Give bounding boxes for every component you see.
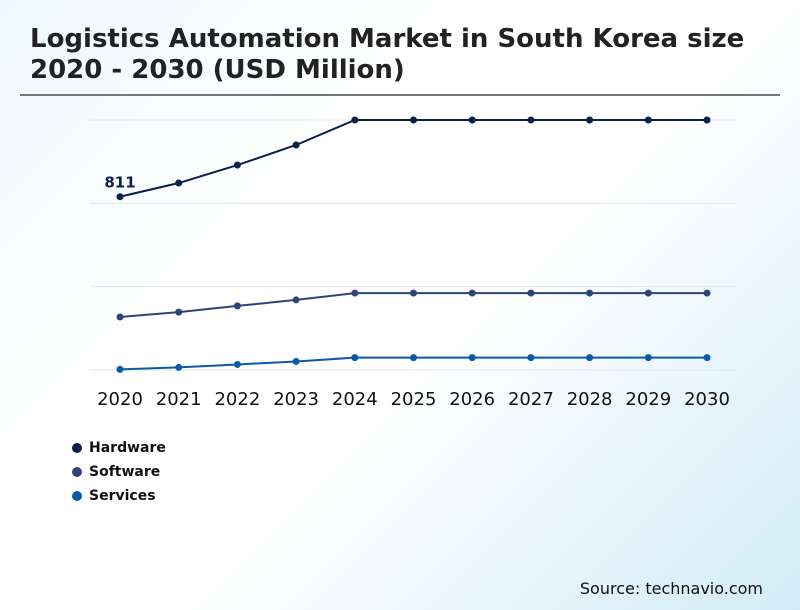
data-point: [351, 354, 359, 362]
legend-marker-icon: [72, 491, 82, 501]
data-point: [527, 116, 535, 124]
x-tick-label: 2030: [684, 389, 730, 410]
legend-marker-icon: [72, 467, 82, 477]
legend-label: Software: [89, 464, 161, 480]
data-point: [233, 302, 241, 310]
legend-marker-icon: [72, 443, 82, 453]
legend: Hardware Software Services: [72, 436, 166, 508]
data-point: [586, 289, 594, 297]
data-point: [468, 116, 476, 124]
data-point: [116, 313, 124, 321]
data-point: [468, 354, 476, 362]
x-tick-label: 2026: [449, 389, 495, 410]
data-point: [586, 354, 594, 362]
legend-label: Services: [89, 488, 156, 504]
x-tick-label: 2020: [97, 389, 143, 410]
x-tick-label: 2025: [391, 389, 437, 410]
data-point: [233, 360, 241, 368]
data-point: [292, 296, 300, 304]
data-point: [703, 289, 711, 297]
x-tick-label: 2024: [332, 389, 378, 410]
source-credit: Source: technavio.com: [579, 579, 763, 598]
x-tick-label: 2029: [625, 389, 671, 410]
x-tick-label: 2022: [214, 389, 260, 410]
data-point: [703, 354, 711, 362]
data-point: [351, 116, 359, 124]
line-chart: 2020 2021 2022 2023 2024 2025 2026 2027 2028 2029…: [90, 116, 736, 410]
data-point: [116, 193, 124, 201]
data-point: [644, 354, 652, 362]
legend-item-software: Software: [72, 460, 166, 484]
x-tick-label: 2021: [156, 389, 202, 410]
series-line-hardware: [119, 119, 707, 198]
data-point: [410, 354, 417, 362]
data-point: [175, 363, 183, 371]
data-point: [116, 365, 124, 373]
data-label: 811: [104, 174, 135, 192]
x-tick-label: 2027: [508, 389, 554, 410]
data-point: [351, 289, 359, 297]
series-line-software: [119, 292, 707, 319]
data-point: [175, 308, 183, 316]
data-point: [292, 141, 300, 149]
data-point: [527, 289, 535, 297]
data-point: [644, 289, 652, 297]
data-point: [292, 357, 300, 365]
data-point: [175, 179, 183, 187]
x-tick-label: 2023: [273, 389, 319, 410]
x-tick-label: 2028: [567, 389, 613, 410]
data-point: [527, 354, 535, 362]
data-point: [468, 289, 476, 297]
data-point: [233, 161, 241, 169]
data-point: [410, 116, 417, 124]
title-divider: [20, 94, 780, 96]
legend-item-hardware: Hardware: [72, 436, 166, 460]
legend-item-services: Services: [72, 484, 166, 508]
data-point: [410, 289, 417, 297]
data-point: [644, 116, 652, 124]
chart-title: Logistics Automation Market in South Kor…: [30, 24, 745, 85]
legend-label: Hardware: [89, 440, 166, 456]
data-point: [586, 116, 594, 124]
data-point: [703, 116, 711, 124]
